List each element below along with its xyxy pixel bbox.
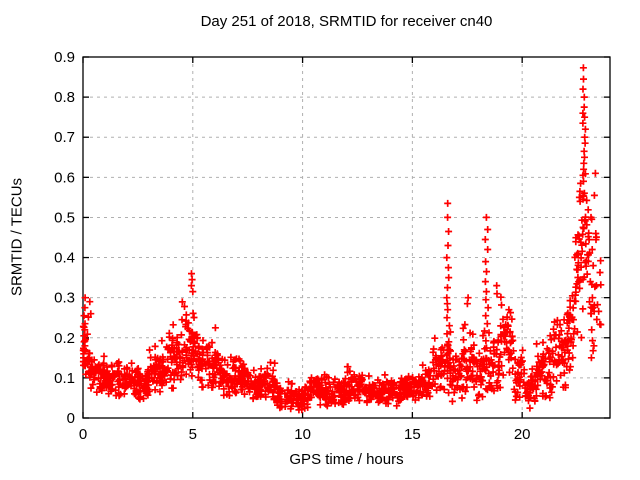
- y-tick-label: 0.7: [54, 129, 75, 146]
- chart-title: Day 251 of 2018, SRMTID for receiver cn4…: [200, 13, 493, 30]
- x-tick-label: 20: [514, 426, 531, 443]
- y-tick-label: 0.6: [54, 169, 75, 186]
- y-tick-label: 0.8: [54, 89, 75, 106]
- x-tick-label: 15: [404, 426, 421, 443]
- scatter-points: [79, 64, 605, 414]
- tick-labels: 0 5 10 15 20 0 0.1 0.2 0.3 0.4 0.5 0.6 0.7 0.8 0.9: [54, 49, 530, 443]
- y-tick-label: 0.2: [54, 330, 75, 347]
- x-tick-label: 10: [294, 426, 311, 443]
- y-tick-label: 0.5: [54, 209, 75, 226]
- y-tick-label: 0.4: [54, 250, 75, 267]
- y-tick-label: 0.3: [54, 290, 75, 307]
- plot-frame: [82, 56, 611, 419]
- x-tick-label: 0: [79, 426, 87, 443]
- x-axis-label: GPS time / hours: [289, 451, 404, 468]
- y-tick-label: 0.1: [54, 370, 75, 387]
- y-tick-label: 0: [67, 410, 75, 427]
- x-tick-label: 5: [189, 426, 197, 443]
- y-tick-label: 0.9: [54, 49, 75, 66]
